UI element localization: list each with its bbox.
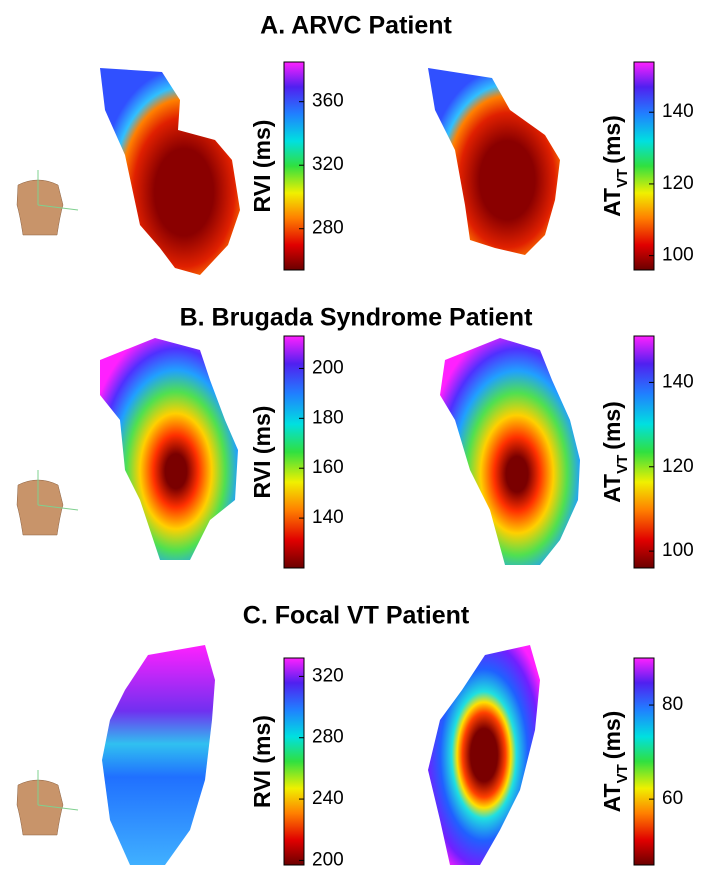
colorbar-tick-label: 140 <box>312 507 344 528</box>
panel-title: B. Brugada Syndrome Patient <box>180 304 534 332</box>
label-text: RVI (ms) <box>249 406 275 499</box>
torso <box>16 179 64 236</box>
colorbar-tick-label: 280 <box>312 218 344 239</box>
activation-map <box>428 645 540 865</box>
label-unit: (ms) <box>599 711 625 760</box>
colorbar-tick-label: 200 <box>312 357 344 378</box>
label-text: AT <box>599 474 625 503</box>
torso-icon <box>16 470 79 536</box>
colorbar <box>633 61 655 271</box>
colorbar-label: RVI (ms) <box>249 120 275 213</box>
colorbar <box>633 335 655 569</box>
panel-title: C. Focal VT Patient <box>243 602 470 630</box>
activation-map <box>100 68 240 275</box>
axis-marker <box>37 204 79 211</box>
activation-map <box>440 338 580 565</box>
activation-map <box>428 68 560 255</box>
label-subscript: VT <box>614 169 631 188</box>
colorbar-tick-label: 180 <box>312 407 344 428</box>
colorbar <box>633 657 655 866</box>
colorbar-tick-label: 360 <box>312 91 344 112</box>
panel-title: A. ARVC Patient <box>260 12 452 40</box>
colorbar-tick-label: 140 <box>662 371 694 392</box>
colorbar-tick-label: 60 <box>662 788 683 809</box>
colorbar-label: ATVT (ms) <box>599 401 631 503</box>
colorbar-tick-label: 200 <box>312 849 344 870</box>
label-subscript: VT <box>614 764 631 783</box>
label-text: RVI (ms) <box>249 120 275 213</box>
label-text: AT <box>599 783 625 812</box>
colorbar <box>283 61 305 271</box>
axis-marker <box>37 504 79 511</box>
torso-icon <box>16 170 79 236</box>
colorbar-tick-label: 120 <box>662 456 694 477</box>
label-text: RVI (ms) <box>249 715 275 808</box>
torso <box>16 779 64 836</box>
colorbar <box>283 335 305 569</box>
label-unit: (ms) <box>599 115 625 164</box>
colorbar-label: RVI (ms) <box>249 406 275 499</box>
colorbar-tick-label: 140 <box>662 101 694 122</box>
label-subscript: VT <box>614 455 631 474</box>
colorbar-tick-label: 100 <box>662 540 694 561</box>
colorbar-tick-label: 320 <box>312 665 344 686</box>
colorbar-label: ATVT (ms) <box>599 115 631 217</box>
colorbar-tick-label: 80 <box>662 694 683 715</box>
label-text: AT <box>599 188 625 217</box>
label-unit: (ms) <box>599 401 625 450</box>
colorbar <box>283 657 305 866</box>
activation-map <box>100 338 238 560</box>
colorbar-label: RVI (ms) <box>249 715 275 808</box>
colorbar-label: ATVT (ms) <box>599 711 631 813</box>
torso-icon <box>16 770 79 836</box>
colorbar-tick-label: 320 <box>312 154 344 175</box>
colorbar-tick-label: 120 <box>662 173 694 194</box>
axis-marker <box>37 804 79 811</box>
colorbar-tick-label: 240 <box>312 788 344 809</box>
torso <box>16 479 64 536</box>
colorbar-tick-label: 100 <box>662 245 694 266</box>
activation-map <box>102 645 215 865</box>
colorbar-tick-label: 280 <box>312 727 344 748</box>
colorbar-tick-label: 160 <box>312 457 344 478</box>
